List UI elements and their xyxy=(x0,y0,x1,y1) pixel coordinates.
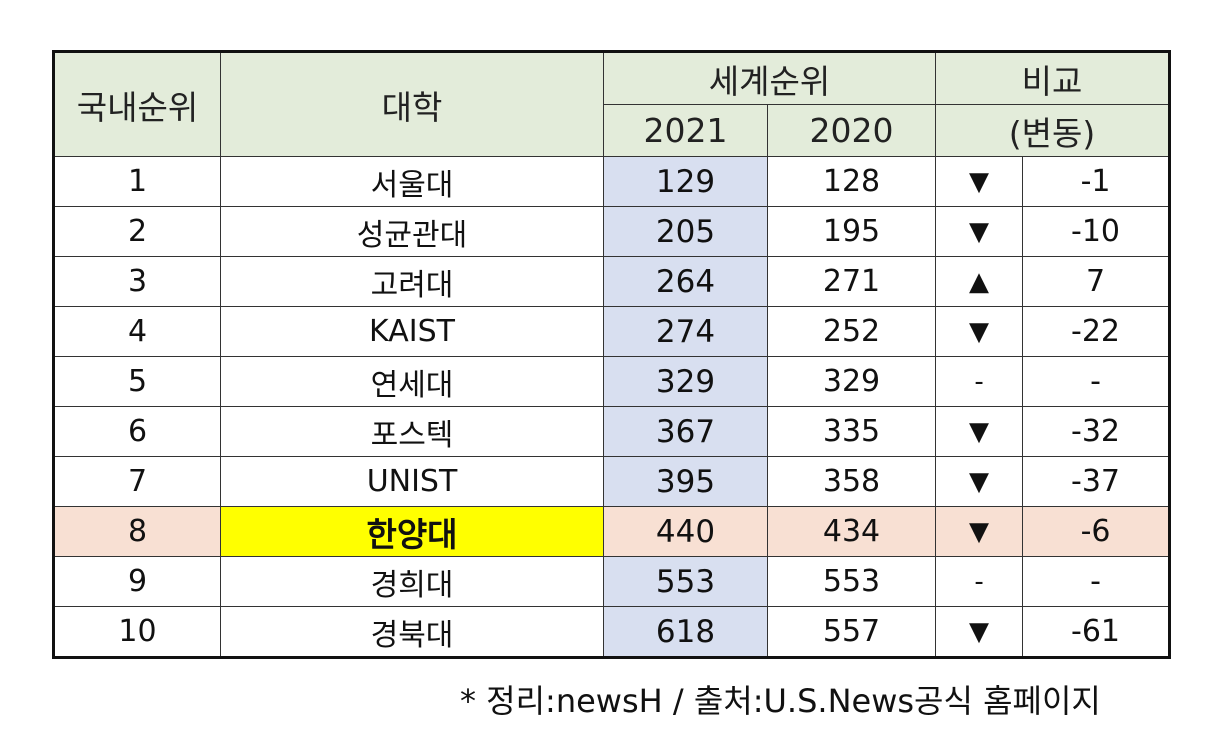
university-name-cell: 포스텍 xyxy=(220,406,604,457)
header-change: (변동) xyxy=(935,104,1171,157)
change-value-cell: -37 xyxy=(1022,456,1171,507)
change-value-cell: -10 xyxy=(1022,206,1171,257)
university-name-cell: 고려대 xyxy=(220,256,604,307)
rank-2021-cell: 440 xyxy=(603,506,768,557)
rank-2020-cell: 252 xyxy=(766,306,937,357)
table-row: 6 포스텍 367 335 ▼ -32 xyxy=(53,406,1171,457)
university-ranking-table: 국내순위 대학 세계순위 비교 2021 2020 (변동) 1 서울대 129… xyxy=(52,50,1172,659)
university-name-cell: 연세대 xyxy=(220,356,604,407)
header-row-bottom: 2021 2020 (변동) xyxy=(54,104,1171,157)
table-row: 9 경희대 553 553 - - xyxy=(53,556,1171,607)
university-name-cell: 경북대 xyxy=(220,606,604,658)
table-row: 1 서울대 129 128 ▼ -1 xyxy=(53,156,1171,207)
header-comparison: 비교 xyxy=(935,51,1171,105)
rank-2021-cell: 274 xyxy=(603,306,768,357)
domestic-rank-cell: 2 xyxy=(53,206,221,257)
change-arrow-icon: ▼ xyxy=(935,306,1024,357)
domestic-rank-cell: 9 xyxy=(53,556,221,607)
rank-2021-cell: 264 xyxy=(603,256,768,307)
table-row: 3 고려대 264 271 ▲ 7 xyxy=(53,256,1171,307)
rank-2021-cell: 367 xyxy=(603,406,768,457)
change-arrow-icon: ▼ xyxy=(935,606,1024,658)
header-row-top: 국내순위 대학 세계순위 비교 xyxy=(53,51,1171,157)
rank-2020-cell: 335 xyxy=(766,406,937,457)
rank-2021-cell: 129 xyxy=(603,156,768,207)
table-row: 7 UNIST 395 358 ▼ -37 xyxy=(53,456,1171,507)
rank-2021-cell: 205 xyxy=(603,206,768,257)
table-row-highlighted: 8 한양대 440 434 ▼ -6 xyxy=(53,506,1171,557)
rank-2020-cell: 557 xyxy=(766,606,937,658)
domestic-rank-cell: 4 xyxy=(53,306,221,357)
domestic-rank-cell: 5 xyxy=(53,356,221,407)
domestic-rank-cell: 6 xyxy=(53,406,221,457)
table-row: 10 경북대 618 557 ▼ -61 xyxy=(53,606,1171,658)
change-arrow-icon: ▼ xyxy=(935,456,1024,507)
header-university: 대학 xyxy=(220,51,604,157)
rank-2021-cell: 618 xyxy=(603,606,768,658)
rank-2020-cell: 553 xyxy=(766,556,937,607)
domestic-rank-cell: 10 xyxy=(53,606,221,658)
university-name-cell: KAIST xyxy=(220,306,604,357)
university-name-cell: 성균관대 xyxy=(220,206,604,257)
university-name-cell: 경희대 xyxy=(220,556,604,607)
change-value-cell: - xyxy=(1022,356,1171,407)
rank-2020-cell: 358 xyxy=(766,456,937,507)
rank-2020-cell: 128 xyxy=(766,156,937,207)
change-value-cell: -61 xyxy=(1022,606,1171,658)
university-name-cell: UNIST xyxy=(220,456,604,507)
header-year-2020: 2020 xyxy=(766,104,937,157)
table-row: 2 성균관대 205 195 ▼ -10 xyxy=(53,206,1171,257)
change-value-cell: -1 xyxy=(1022,156,1171,207)
university-name-cell: 서울대 xyxy=(220,156,604,207)
domestic-rank-cell: 3 xyxy=(53,256,221,307)
table-row: 5 연세대 329 329 - - xyxy=(53,356,1171,407)
rank-2021-cell: 553 xyxy=(603,556,768,607)
change-value-cell: - xyxy=(1022,556,1171,607)
rank-2020-cell: 195 xyxy=(766,206,937,257)
no-change-dash: - xyxy=(935,356,1024,407)
change-arrow-icon: ▲ xyxy=(935,256,1024,307)
domestic-rank-cell: 8 xyxy=(53,506,221,557)
rank-2021-cell: 395 xyxy=(603,456,768,507)
header-world-rank: 세계순위 xyxy=(602,51,937,105)
university-name-cell-highlighted: 한양대 xyxy=(220,506,604,557)
change-arrow-icon: ▼ xyxy=(935,506,1024,557)
table-row: 4 KAIST 274 252 ▼ -22 xyxy=(53,306,1171,357)
change-arrow-icon: ▼ xyxy=(935,206,1024,257)
change-value-cell: -32 xyxy=(1022,406,1171,457)
header-year-2021: 2021 xyxy=(603,104,768,157)
rank-2021-cell: 329 xyxy=(603,356,768,407)
rank-2020-cell: 271 xyxy=(766,256,937,307)
change-arrow-icon: ▼ xyxy=(935,406,1024,457)
domestic-rank-cell: 7 xyxy=(53,456,221,507)
source-footnote: * 정리:newsH / 출처:U.S.News공식 홈페이지 xyxy=(460,682,1101,720)
change-value-cell: -6 xyxy=(1022,506,1171,557)
change-arrow-icon: ▼ xyxy=(935,156,1024,207)
domestic-rank-cell: 1 xyxy=(53,156,221,207)
no-change-dash: - xyxy=(935,556,1024,607)
rank-2020-cell: 434 xyxy=(766,506,937,557)
change-value-cell: -22 xyxy=(1022,306,1171,357)
change-value-cell: 7 xyxy=(1022,256,1171,307)
header-domestic-rank: 국내순위 xyxy=(53,51,221,157)
rank-2020-cell: 329 xyxy=(766,356,937,407)
